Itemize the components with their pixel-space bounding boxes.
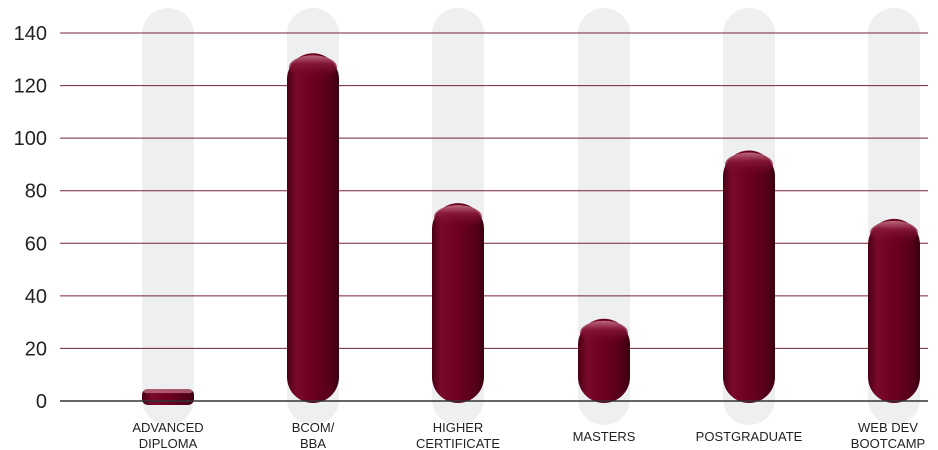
y-tick-label: 140 bbox=[14, 23, 47, 45]
bar bbox=[432, 203, 484, 403]
bar-body bbox=[723, 150, 775, 403]
bar-track bbox=[142, 8, 194, 425]
x-tick-label: MASTERS bbox=[573, 429, 636, 444]
x-tick-label-line: WEB DEV bbox=[858, 420, 918, 435]
bar bbox=[142, 389, 194, 405]
bar-highlight bbox=[144, 389, 192, 394]
x-tick-label-line: BOOTCAMP bbox=[851, 436, 925, 450]
bar-highlight bbox=[580, 320, 628, 345]
bar bbox=[578, 318, 630, 403]
bar-highlight bbox=[870, 220, 918, 245]
bars bbox=[142, 53, 920, 405]
x-tick-label-line: HIGHER bbox=[433, 420, 484, 435]
x-tick-label-line: CERTIFICATE bbox=[416, 436, 500, 450]
x-tick-label: POSTGRADUATE bbox=[696, 429, 803, 444]
y-tick-label: 20 bbox=[25, 338, 47, 360]
x-tick-label-line: POSTGRADUATE bbox=[696, 429, 803, 444]
x-tick-label: BCOM/BBA bbox=[292, 420, 335, 450]
bar-tracks bbox=[142, 8, 920, 425]
x-tick-label-line: MASTERS bbox=[573, 429, 636, 444]
bar-body bbox=[287, 53, 339, 404]
x-tick-label: ADVANCED DIPLOMA bbox=[132, 420, 203, 450]
x-tick-label-line: BCOM/ bbox=[292, 420, 335, 435]
y-tick-label: 80 bbox=[25, 181, 47, 203]
x-axis-labels: ADVANCED DIPLOMA BCOM/BBA HIGHER CERTIFICATE… bbox=[132, 420, 925, 450]
bar bbox=[723, 150, 775, 403]
y-tick-label: 100 bbox=[14, 128, 47, 150]
bar-body bbox=[432, 203, 484, 403]
y-axis-ticks: 0 20 40 60 80 100 120 140 bbox=[14, 23, 47, 413]
bar bbox=[287, 53, 339, 404]
x-tick-label-line: ADVANCED bbox=[132, 420, 203, 435]
bar-body bbox=[868, 218, 920, 403]
x-tick-label-line: DIPLOMA bbox=[139, 436, 198, 450]
x-tick-label: WEB DEV BOOTCAMP bbox=[851, 420, 925, 450]
bar-track bbox=[578, 8, 630, 425]
bar bbox=[868, 218, 920, 403]
x-tick-label: HIGHER CERTIFICATE bbox=[416, 420, 500, 450]
bar-highlight bbox=[289, 55, 337, 80]
bar-highlight bbox=[434, 205, 482, 230]
y-tick-label: 0 bbox=[36, 391, 47, 413]
y-tick-label: 60 bbox=[25, 233, 47, 255]
bar-highlight bbox=[725, 152, 773, 177]
gridlines bbox=[60, 32, 928, 349]
y-tick-label: 40 bbox=[25, 286, 47, 308]
y-tick-label: 120 bbox=[14, 76, 47, 98]
x-tick-label-line: BBA bbox=[300, 436, 326, 450]
